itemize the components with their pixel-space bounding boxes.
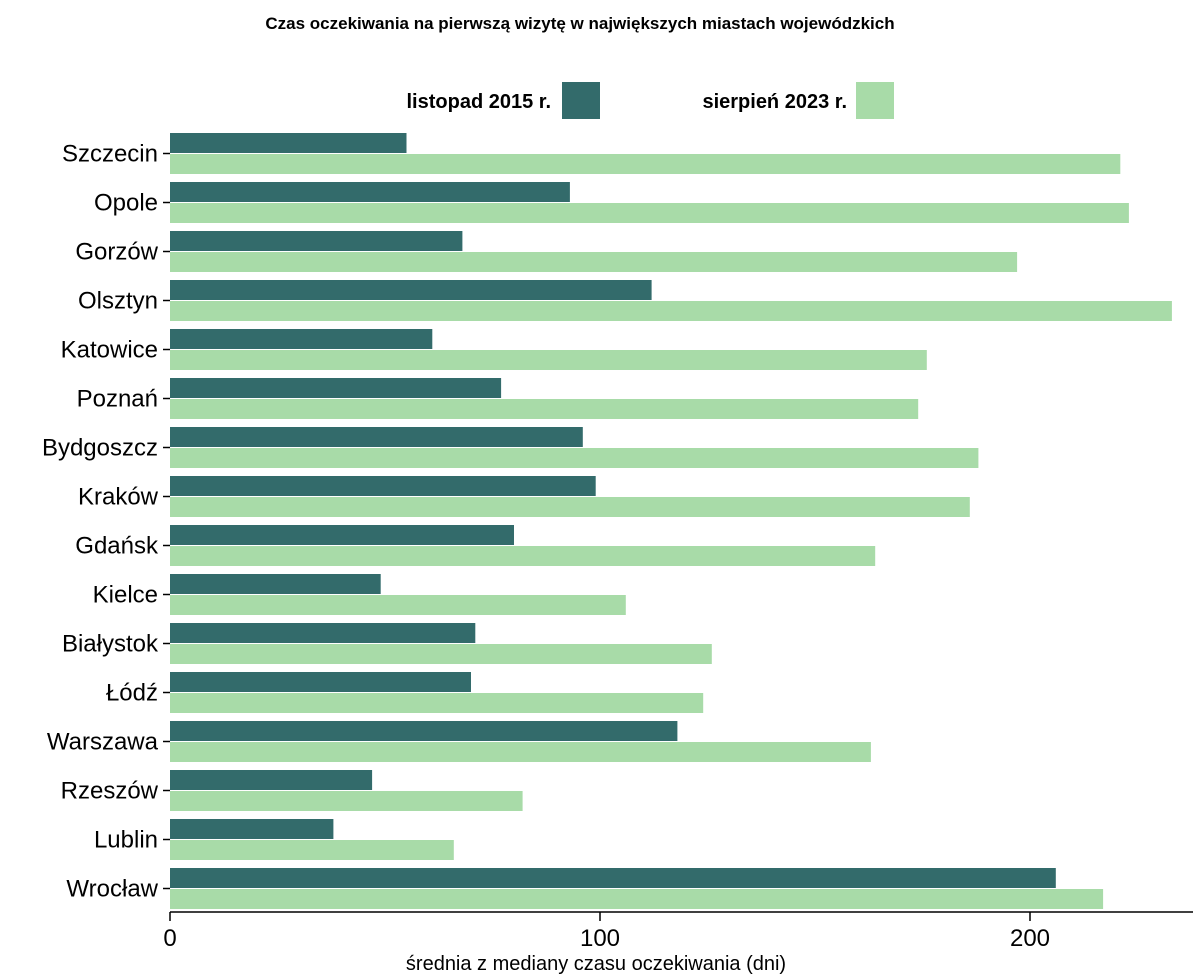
bar-2015-7 (170, 476, 596, 496)
bar-2023-13 (170, 791, 523, 811)
category-label: Poznań (77, 386, 158, 413)
category-label: Katowice (61, 337, 158, 364)
legend-swatch-2015 (562, 82, 600, 119)
bar-2023-12 (170, 742, 871, 762)
category-label: Olsztyn (78, 288, 158, 315)
bar-2015-1 (170, 182, 570, 202)
bar-2023-4 (170, 350, 927, 370)
x-tick-label: 200 (1010, 925, 1050, 952)
bar-2015-3 (170, 280, 652, 300)
bar-2023-8 (170, 546, 876, 566)
category-label: Gdańsk (75, 533, 159, 560)
category-label: Wrocław (66, 876, 158, 903)
category-label: Bydgoszcz (42, 435, 158, 462)
category-label: Białystok (62, 631, 159, 658)
bar-2015-10 (170, 623, 476, 643)
x-tick-label: 100 (580, 925, 620, 952)
category-label: Gorzów (75, 239, 158, 266)
x-axis-ticks: 0 100 200 (163, 912, 1050, 952)
bar-2023-5 (170, 399, 919, 419)
bar-2023-11 (170, 693, 704, 713)
bar-2023-0 (170, 154, 1121, 174)
bar-2015-9 (170, 574, 381, 594)
bar-2023-2 (170, 252, 1018, 272)
bar-2015-12 (170, 721, 678, 741)
bar-2015-13 (170, 770, 373, 790)
category-label: Lublin (94, 827, 158, 854)
category-label: Szczecin (62, 141, 158, 168)
bar-2023-6 (170, 448, 979, 468)
bar-2015-2 (170, 231, 463, 251)
y-axis-labels: Szczecin Opole Gorzów Olsztyn Katowice Poznań… (42, 141, 170, 903)
bar-2015-5 (170, 378, 502, 398)
legend-label-2023: sierpień 2023 r. (702, 91, 847, 113)
x-tick-label: 0 (163, 925, 176, 952)
bar-2015-14 (170, 819, 334, 839)
bar-2015-4 (170, 329, 433, 349)
category-label: Łódź (106, 680, 158, 707)
category-label: Rzeszów (61, 778, 159, 805)
bar-2023-15 (170, 889, 1104, 909)
bar-2015-6 (170, 427, 583, 447)
legend: listopad 2015 r. sierpień 2023 r. (406, 82, 894, 119)
category-label: Kraków (78, 484, 159, 511)
bar-2023-14 (170, 840, 454, 860)
bar-2023-7 (170, 497, 970, 517)
category-label: Kielce (93, 582, 158, 609)
bar-2023-3 (170, 301, 1172, 321)
bar-2015-8 (170, 525, 514, 545)
category-label: Warszawa (47, 729, 159, 756)
bar-2023-10 (170, 644, 712, 664)
chart-title: Czas oczekiwania na pierwszą wizytę w na… (265, 14, 894, 33)
category-label: Opole (94, 190, 158, 217)
x-axis-title: średnia z mediany czasu oczekiwania (dni… (406, 953, 786, 975)
bar-2015-11 (170, 672, 471, 692)
legend-label-2015: listopad 2015 r. (406, 91, 551, 113)
bar-2023-9 (170, 595, 626, 615)
bar-2023-1 (170, 203, 1129, 223)
bars (170, 133, 1172, 909)
legend-swatch-2023 (856, 82, 894, 119)
bar-2015-15 (170, 868, 1056, 888)
bar-2015-0 (170, 133, 407, 153)
